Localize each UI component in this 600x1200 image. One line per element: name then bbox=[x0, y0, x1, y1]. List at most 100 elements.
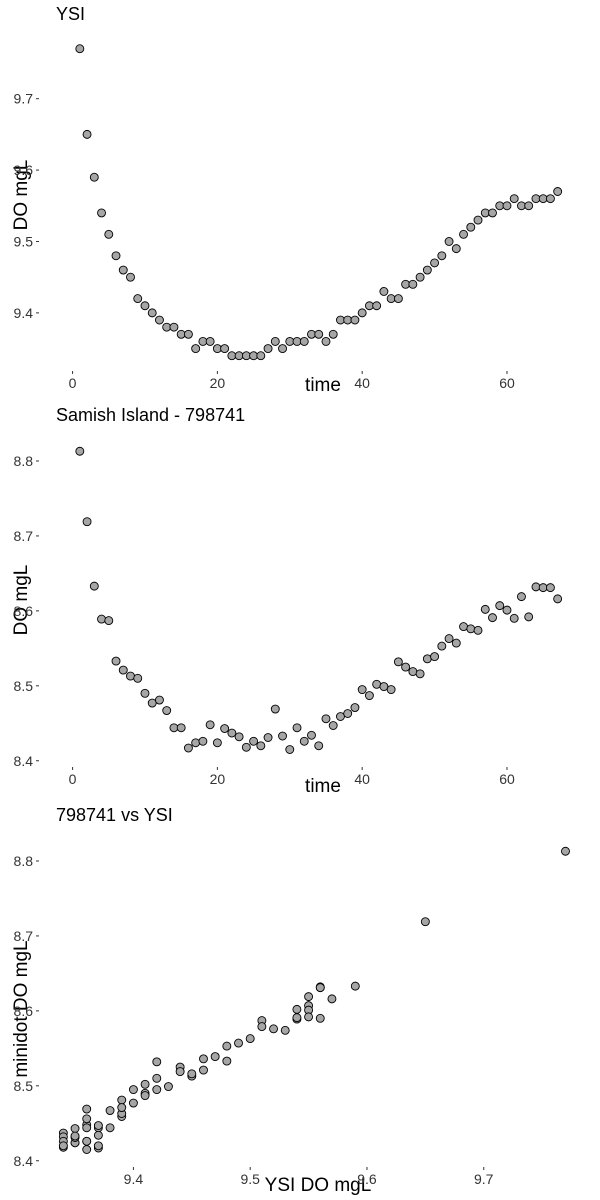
panel-title: Samish Island - 798741 bbox=[56, 405, 245, 425]
data-point bbox=[82, 1104, 92, 1114]
data-point bbox=[269, 1024, 278, 1034]
y-axis-title: DO mgL bbox=[11, 160, 32, 231]
data-point bbox=[422, 265, 432, 275]
data-point bbox=[140, 301, 150, 311]
data-point bbox=[480, 604, 490, 614]
data-point bbox=[263, 733, 273, 742]
data-point bbox=[321, 336, 331, 346]
data-point bbox=[314, 741, 324, 751]
y-tick-label: 8.4 bbox=[14, 753, 34, 769]
data-point bbox=[70, 1131, 80, 1141]
data-point bbox=[278, 344, 287, 354]
y-tick-label: 8.8 bbox=[14, 853, 34, 869]
data-point bbox=[58, 1141, 68, 1151]
data-point bbox=[517, 592, 526, 602]
data-point bbox=[104, 229, 114, 239]
data-point bbox=[304, 992, 314, 1002]
y-axis-title: minidot DO mgL bbox=[11, 940, 32, 1077]
data-point bbox=[175, 1067, 185, 1077]
y-tick-label: 8.5 bbox=[14, 1078, 34, 1094]
data-point bbox=[350, 981, 360, 991]
data-point bbox=[133, 294, 143, 304]
data-point bbox=[220, 344, 230, 354]
data-point bbox=[473, 625, 483, 635]
data-point bbox=[285, 745, 295, 754]
data-point bbox=[292, 1013, 302, 1023]
data-point bbox=[210, 1052, 220, 1062]
x-axis: 0 20 40 60 bbox=[69, 371, 515, 391]
data-point bbox=[372, 301, 382, 311]
data-point bbox=[531, 582, 541, 592]
panel-title: YSI bbox=[56, 4, 85, 24]
data-point bbox=[386, 685, 396, 695]
data-point bbox=[75, 44, 85, 54]
data-point bbox=[82, 1136, 92, 1146]
data-point bbox=[205, 720, 215, 730]
data-point bbox=[128, 1085, 138, 1095]
data-point bbox=[256, 741, 266, 751]
data-point bbox=[198, 736, 208, 746]
data-point bbox=[82, 1145, 92, 1154]
data-point bbox=[89, 172, 99, 182]
data-point bbox=[315, 1013, 325, 1023]
data-point bbox=[93, 1121, 103, 1130]
data-point bbox=[561, 846, 570, 856]
y-tick-label: 9.4 bbox=[14, 305, 34, 321]
data-point bbox=[437, 641, 447, 651]
data-point bbox=[473, 215, 483, 225]
data-point bbox=[327, 994, 337, 1004]
data-point bbox=[299, 736, 309, 746]
data-point bbox=[299, 336, 309, 346]
data-point bbox=[270, 336, 280, 346]
data-point bbox=[488, 208, 497, 218]
data-point bbox=[75, 446, 85, 456]
data-point bbox=[292, 723, 302, 733]
data-point bbox=[152, 1073, 162, 1083]
data-point bbox=[379, 287, 389, 296]
y-axis: 8.4 8.5 8.6 8.7 8.8 bbox=[14, 853, 39, 1169]
y-tick-label: 8.6 bbox=[14, 603, 34, 619]
data-point bbox=[314, 329, 324, 339]
data-point bbox=[249, 736, 259, 746]
data-point bbox=[191, 738, 201, 748]
data-point bbox=[524, 612, 534, 622]
data-point bbox=[89, 581, 99, 591]
x-tick-label: 9.5 bbox=[240, 1171, 260, 1187]
data-point bbox=[509, 194, 519, 204]
data-point bbox=[164, 1082, 173, 1092]
x-tick-label: 20 bbox=[210, 375, 226, 391]
x-tick-label: 9.6 bbox=[357, 1171, 377, 1187]
data-point bbox=[97, 208, 106, 218]
data-point bbox=[257, 1022, 267, 1032]
data-point bbox=[488, 613, 497, 623]
x-tick-label: 40 bbox=[354, 771, 370, 787]
data-point bbox=[437, 251, 447, 261]
y-tick-label: 9.6 bbox=[14, 162, 34, 178]
data-point bbox=[227, 728, 237, 738]
data-point bbox=[393, 657, 403, 667]
data-point bbox=[545, 583, 555, 593]
data-point bbox=[495, 601, 505, 611]
data-point bbox=[545, 194, 555, 204]
data-point bbox=[307, 730, 316, 740]
data-point bbox=[304, 1012, 314, 1022]
data-point bbox=[256, 351, 266, 361]
panel-samish-island: Samish Island - 798741 DO mgL time 8.48.… bbox=[11, 405, 563, 797]
data-point bbox=[187, 1069, 197, 1079]
data-point bbox=[183, 743, 193, 753]
x-axis-title: time bbox=[305, 776, 341, 797]
data-point bbox=[162, 706, 172, 715]
data-point bbox=[118, 265, 128, 275]
data-point bbox=[93, 1141, 103, 1151]
x-axis-title: time bbox=[305, 375, 341, 396]
y-tick-label: 8.7 bbox=[14, 928, 34, 944]
data-point bbox=[430, 258, 440, 268]
data-point bbox=[234, 1038, 243, 1048]
data-point bbox=[415, 669, 425, 679]
data-point bbox=[82, 129, 92, 139]
data-point bbox=[82, 1114, 92, 1124]
x-tick-label: 0 bbox=[69, 771, 77, 787]
data-point bbox=[140, 688, 150, 698]
data-point bbox=[393, 294, 403, 304]
